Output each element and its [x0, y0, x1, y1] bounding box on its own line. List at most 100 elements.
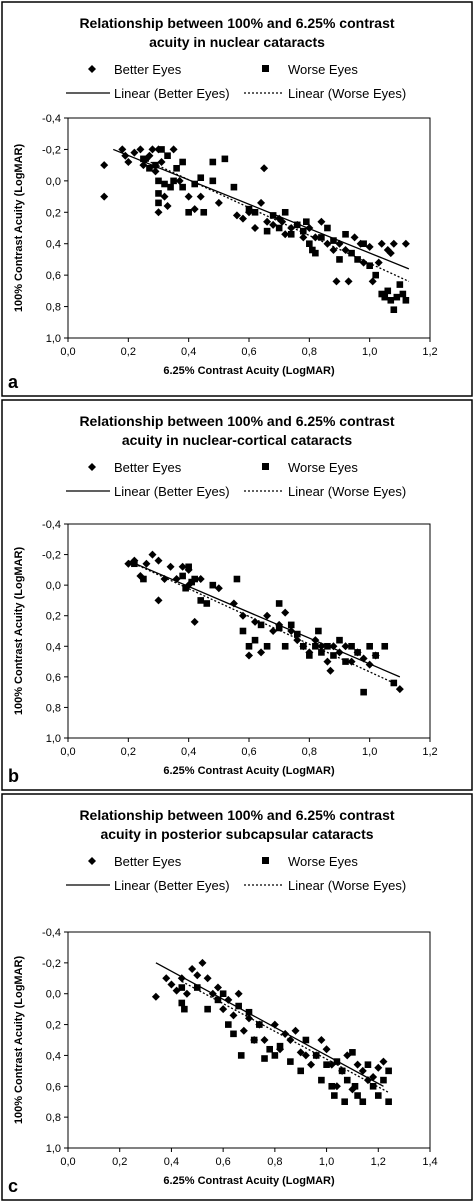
point-worse-eyes	[312, 249, 319, 257]
point-worse-eyes	[185, 208, 192, 216]
point-worse-eyes	[372, 271, 379, 279]
point-worse-eyes	[366, 262, 373, 270]
point-worse-eyes	[209, 158, 217, 166]
point-better-eyes	[177, 974, 186, 983]
point-better-eyes	[307, 1060, 316, 1069]
point-worse-eyes	[179, 572, 186, 580]
point-better-eyes	[347, 657, 356, 666]
point-better-eyes	[322, 1045, 331, 1054]
legend-better-eyes: Better Eyes	[114, 460, 182, 475]
legend-linear-better: Linear (Better Eyes)	[114, 484, 230, 499]
point-worse-eyes	[131, 560, 138, 568]
point-worse-eyes	[297, 1067, 305, 1075]
point-better-eyes	[124, 158, 133, 166]
point-better-eyes	[386, 249, 395, 258]
point-worse-eyes	[312, 642, 319, 650]
point-worse-eyes	[300, 227, 307, 235]
point-better-eyes	[154, 208, 163, 217]
x-tick-label: 0,6	[241, 346, 256, 358]
y-tick-label: -0,4	[42, 519, 61, 531]
point-better-eyes	[190, 205, 199, 214]
point-better-eyes	[353, 1060, 362, 1069]
x-tick-label: 1,0	[319, 1156, 334, 1168]
point-better-eyes	[151, 992, 160, 1001]
point-worse-eyes	[348, 642, 355, 650]
point-better-eyes	[162, 974, 171, 983]
point-better-eyes	[379, 1057, 388, 1066]
point-worse-eyes	[390, 679, 398, 687]
point-worse-eyes	[287, 621, 295, 629]
x-tick-label: 1,0	[362, 346, 377, 358]
y-tick-label: 1,0	[46, 733, 61, 745]
point-better-eyes	[160, 192, 169, 201]
point-better-eyes	[198, 958, 207, 967]
point-worse-eyes	[155, 177, 162, 185]
point-better-eyes	[401, 239, 410, 248]
point-worse-eyes	[341, 1098, 348, 1106]
y-tick-label: 1,0	[46, 1143, 61, 1155]
point-better-eyes	[219, 1005, 228, 1014]
panel-border	[1, 399, 473, 791]
point-better-eyes	[166, 562, 175, 571]
point-better-eyes	[374, 258, 383, 267]
x-tick-label: 0,2	[121, 346, 136, 358]
chart-title-line-1: Relationship between 100% and 6.25% cont…	[79, 15, 394, 31]
point-better-eyes	[151, 167, 160, 176]
point-worse-eyes	[390, 306, 398, 314]
plot-area	[67, 931, 431, 1149]
point-better-eyes	[286, 1036, 295, 1044]
x-tick-label: 1,4	[422, 1156, 437, 1168]
point-better-eyes	[335, 239, 344, 248]
point-better-eyes	[154, 556, 163, 565]
point-worse-eyes	[200, 208, 208, 216]
point-better-eyes	[311, 636, 320, 645]
legend-better-eyes: Better Eyes	[114, 854, 182, 869]
point-worse-eyes	[191, 180, 198, 188]
y-tick-label: -0,4	[42, 113, 61, 125]
point-worse-eyes	[402, 296, 410, 304]
point-better-eyes	[234, 989, 243, 998]
point-worse-eyes	[250, 1036, 258, 1044]
point-worse-eyes	[275, 600, 283, 607]
panel-label: c	[8, 1176, 18, 1196]
trendline-better	[113, 148, 410, 270]
point-worse-eyes	[323, 1061, 330, 1068]
point-worse-eyes	[338, 1067, 346, 1075]
point-better-eyes	[305, 224, 314, 232]
point-worse-eyes	[185, 563, 192, 571]
x-tick-label: 1,2	[371, 1156, 386, 1168]
y-tick-label: -0,4	[42, 927, 61, 939]
point-better-eyes	[130, 148, 139, 157]
point-better-eyes	[263, 611, 272, 620]
point-better-eyes	[270, 1020, 279, 1029]
point-worse-eyes	[374, 1092, 382, 1099]
point-worse-eyes	[393, 293, 401, 301]
point-worse-eyes	[140, 155, 147, 163]
panel-border	[1, 793, 473, 1201]
point-better-eyes	[317, 642, 326, 651]
point-better-eyes	[196, 575, 205, 584]
point-worse-eyes	[385, 1067, 392, 1075]
x-tick-label: 0,0	[60, 346, 75, 358]
point-worse-eyes	[164, 152, 171, 160]
y-tick-label: 0,8	[46, 1112, 61, 1124]
point-better-eyes	[239, 1026, 248, 1035]
point-worse-eyes	[281, 642, 289, 650]
x-tick-label: 1,2	[422, 346, 437, 358]
point-worse-eyes	[167, 183, 174, 191]
point-better-eyes	[377, 239, 386, 248]
trendline-worse	[143, 158, 410, 283]
point-better-eyes	[160, 575, 169, 584]
point-worse-eyes	[381, 642, 389, 650]
y-tick-label: 0,4	[46, 641, 61, 653]
chart-panel-c: Relationship between 100% and 6.25% cont…	[1, 793, 473, 1201]
point-worse-eyes	[271, 1052, 279, 1059]
point-better-eyes	[335, 648, 344, 657]
point-worse-eyes	[173, 164, 180, 172]
point-worse-eyes	[348, 249, 355, 257]
point-better-eyes	[121, 151, 130, 160]
point-worse-eyes	[155, 190, 162, 197]
legend-linear-worse: Linear (Worse Eyes)	[288, 484, 406, 499]
point-worse-eyes	[251, 208, 259, 216]
x-tick-label: 0,4	[164, 1156, 179, 1168]
